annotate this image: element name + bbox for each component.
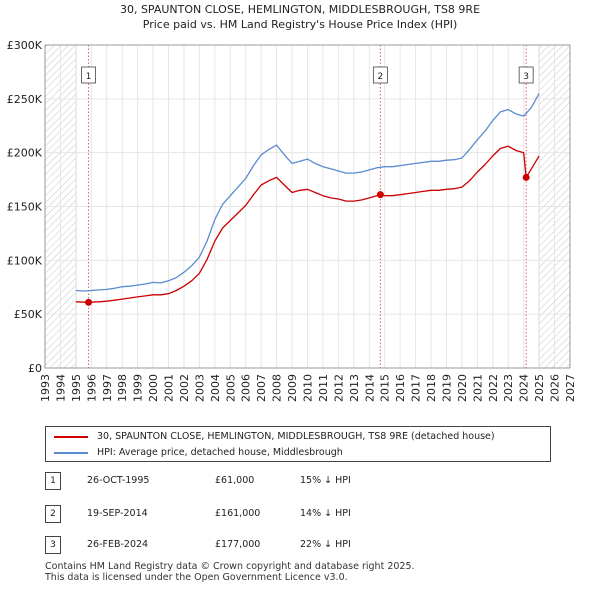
x-tick-label: 2015	[379, 374, 392, 402]
x-tick-label: 1996	[85, 374, 98, 402]
transaction-date: 26-FEB-2024	[87, 539, 149, 550]
legend-swatch-property	[54, 435, 88, 438]
legend-item-property: 30, SPAUNTON CLOSE, HEMLINGTON, MIDDLESB…	[54, 429, 495, 444]
transaction-row: 2 19-SEP-2014 £161,000 14% ↓ HPI	[45, 505, 465, 525]
plot-frame	[44, 44, 571, 369]
x-tick-label: 1995	[70, 374, 83, 402]
y-tick-label: £150K	[7, 201, 43, 214]
y-tick-label: £200K	[7, 147, 43, 160]
transaction-row: 1 26-OCT-1995 £61,000 15% ↓ HPI	[45, 472, 465, 492]
x-tick-label: 2025	[533, 374, 546, 402]
transaction-number: 1	[45, 472, 61, 490]
x-tick-label: 2027	[564, 374, 577, 402]
x-tick-label: 2023	[502, 374, 515, 402]
x-tick-label: 2009	[286, 374, 299, 402]
x-tick-label: 2012	[332, 374, 345, 402]
transaction-hpi-diff: 15% ↓ HPI	[300, 475, 351, 486]
sale-point	[376, 191, 384, 199]
x-tick-label: 2002	[178, 374, 191, 402]
transaction-date: 26-OCT-1995	[87, 475, 150, 486]
transaction-hpi-diff: 14% ↓ HPI	[300, 508, 351, 519]
legend-swatch-hpi	[54, 451, 88, 454]
transaction-row: 3 26-FEB-2024 £177,000 22% ↓ HPI	[45, 536, 465, 556]
sale-marker-label: 3	[523, 72, 529, 82]
x-tick-label: 2001	[163, 374, 176, 402]
x-tick-label: 2024	[518, 374, 531, 402]
transaction-hpi-diff: 22% ↓ HPI	[300, 539, 351, 550]
x-tick-label: 2000	[147, 374, 160, 402]
x-tick-label: 2004	[209, 374, 222, 402]
footer-line-2: This data is licensed under the Open Gov…	[45, 572, 348, 583]
x-tick-label: 1994	[54, 374, 67, 402]
x-tick-label: 2008	[271, 374, 284, 402]
x-tick-label: 2018	[425, 374, 438, 402]
y-tick-label: £0	[28, 362, 42, 375]
sale-marker-box	[81, 66, 96, 84]
x-tick-label: 2016	[394, 374, 407, 402]
transaction-date: 19-SEP-2014	[87, 508, 148, 519]
price-chart: 30, SPAUNTON CLOSE, HEMLINGTON, MIDDLESB…	[7, 3, 577, 402]
x-tick-label: 2022	[487, 374, 500, 402]
sale-marker-label: 1	[86, 72, 92, 82]
x-tick-label: 2026	[549, 374, 562, 402]
x-tick-label: 1998	[116, 374, 129, 402]
x-tick-label: 1999	[132, 374, 145, 402]
sale-marker-label: 2	[378, 72, 384, 82]
sale-marker-box	[518, 66, 534, 84]
y-tick-label: £300K	[7, 39, 43, 52]
x-tick-label: 2020	[456, 374, 469, 402]
x-tick-label: 1993	[39, 374, 52, 402]
legend-label-property: 30, SPAUNTON CLOSE, HEMLINGTON, MIDDLESB…	[97, 431, 495, 442]
y-tick-label: £250K	[7, 93, 43, 106]
x-tick-label: 2005	[224, 374, 237, 402]
footer-line-1: Contains HM Land Registry data © Crown c…	[45, 561, 415, 572]
footer-attribution: Contains HM Land Registry data © Crown c…	[45, 561, 415, 583]
chart-legend: 30, SPAUNTON CLOSE, HEMLINGTON, MIDDLESB…	[45, 426, 551, 462]
x-tick-label: 2013	[348, 374, 361, 402]
x-tick-label: 2019	[440, 374, 453, 402]
legend-label-hpi: HPI: Average price, detached house, Midd…	[97, 447, 343, 458]
legend-item-hpi: HPI: Average price, detached house, Midd…	[54, 445, 343, 460]
x-tick-label: 2006	[240, 374, 253, 402]
sale-point	[85, 298, 93, 306]
x-tick-label: 2007	[255, 374, 268, 402]
y-tick-label: £100K	[7, 254, 43, 267]
x-tick-label: 1997	[101, 374, 114, 402]
hpi-series-line	[75, 93, 540, 292]
chart-subtitle: Price paid vs. HM Land Registry's House …	[143, 18, 458, 31]
sale-marker-box	[372, 66, 388, 84]
x-tick-label: 2017	[410, 374, 423, 402]
transaction-number: 3	[45, 536, 61, 554]
x-tick-label: 2011	[317, 374, 330, 402]
sale-point	[522, 173, 530, 181]
chart-title: 30, SPAUNTON CLOSE, HEMLINGTON, MIDDLESB…	[120, 3, 480, 16]
x-tick-label: 2021	[471, 374, 484, 402]
property-series-line	[75, 145, 540, 303]
x-tick-label: 2003	[193, 374, 206, 402]
x-tick-label: 2010	[302, 374, 315, 402]
y-tick-label: £50K	[14, 308, 43, 321]
transaction-price: £177,000	[215, 539, 261, 550]
transaction-number: 2	[45, 505, 61, 523]
transaction-price: £161,000	[215, 508, 261, 519]
x-tick-label: 2014	[363, 374, 376, 402]
transaction-price: £61,000	[215, 475, 255, 486]
